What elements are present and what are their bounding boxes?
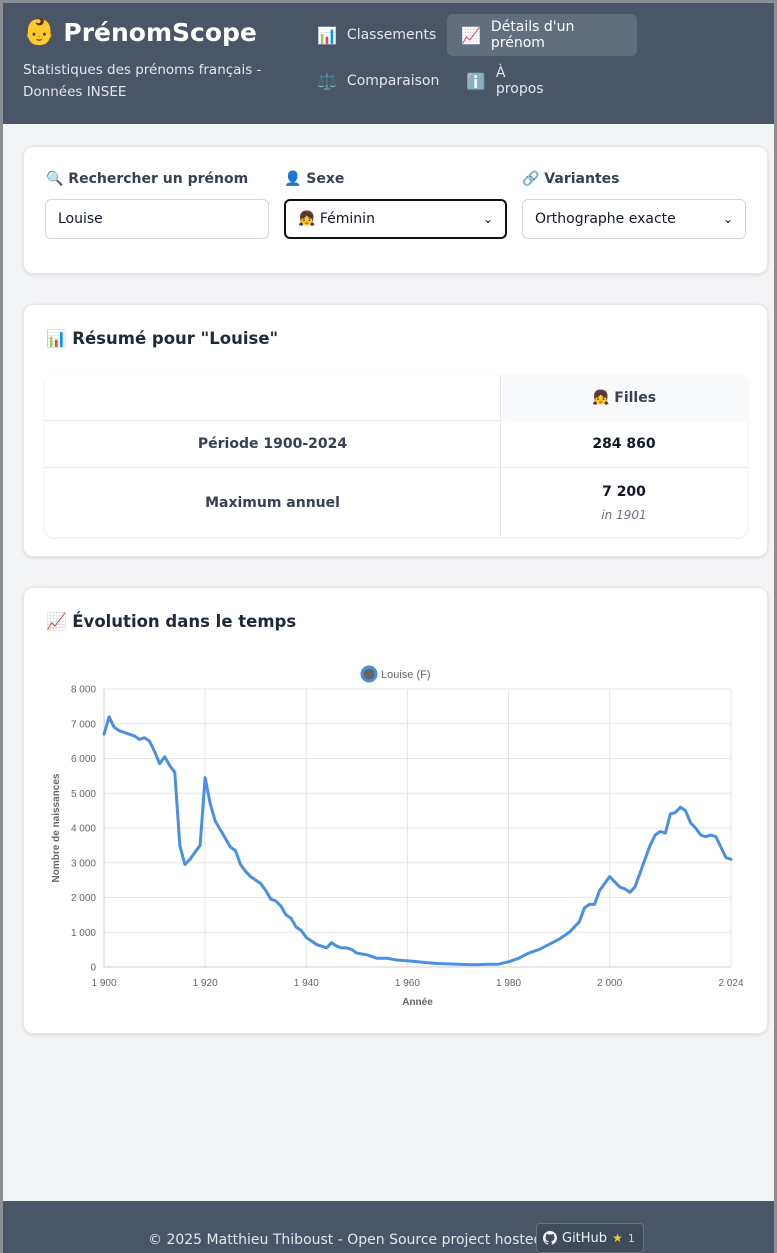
x-tick-label: 1 940 <box>294 978 319 989</box>
app-title: PrénomScope <box>63 17 257 47</box>
max-annual-value: 7 200 <box>602 483 646 500</box>
y-tick-label: 5 000 <box>71 789 96 800</box>
summary-table-header: 👧 Filles <box>45 375 747 421</box>
github-button[interactable]: GitHub ★ 1 <box>536 1223 644 1253</box>
y-tick-label: 2 000 <box>71 893 96 904</box>
row-label: Période 1900-2024 <box>197 436 348 452</box>
scales-icon: ⚖️ <box>317 71 337 91</box>
chart-title: 📈 Évolution dans le temps <box>46 612 297 631</box>
nav-rankings-label: Classements <box>346 27 437 43</box>
app-header: 👶 PrénomScope Statistiques des prénoms f… <box>3 3 774 124</box>
nav-comparison-label: Comparaison <box>346 73 440 89</box>
max-annual-year: in 1901 <box>601 507 647 522</box>
y-tick-label: 7 000 <box>71 719 96 730</box>
trend-chart-icon: 📈 <box>461 25 481 45</box>
summary-title: 📊 Résumé pour "Louise" <box>46 329 279 348</box>
y-tick-label: 1 000 <box>71 928 96 939</box>
row-label: Maximum annuel <box>205 494 340 511</box>
baby-icon: 👶 <box>23 17 56 47</box>
brand[interactable]: 👶 PrénomScope <box>23 17 257 47</box>
nav-name-details-label: Détails d'un prénom <box>490 19 575 51</box>
column-girls-header: 👧 Filles <box>500 375 747 421</box>
evolution-chart: 0 1 000 2 000 3 000 4 000 5 000 6 000 7 000 8 00… <box>51 665 744 1008</box>
series-line <box>102 715 733 967</box>
x-tick-label: 1 920 <box>193 978 218 989</box>
legend-label: Louise (F) <box>381 669 431 681</box>
sex-select-value: 👧 Féminin <box>298 211 375 227</box>
row-value: 7 200 in 1901 <box>500 468 747 537</box>
y-axis-title: Nombre de naissances <box>51 773 62 882</box>
nav-comparison[interactable]: ⚖️ Comparaison <box>303 60 443 102</box>
x-tick-label: 2 024 <box>718 978 743 989</box>
x-tick-label: 1 960 <box>395 978 420 989</box>
x-tick-label: 2 000 <box>597 978 622 989</box>
star-icon: ★ <box>612 1231 623 1245</box>
github-star-count: 1 <box>627 1231 635 1245</box>
nav-rankings[interactable]: 📊 Classements <box>303 14 438 56</box>
legend-marker <box>360 665 378 683</box>
y-tick-label: 8 000 <box>71 685 96 696</box>
x-tick-label: 1 900 <box>91 978 116 989</box>
nav-about-label: À propos <box>495 65 544 97</box>
x-axis-title: Année <box>402 997 433 1008</box>
chevron-down-icon: ⌄ <box>482 212 493 226</box>
nav-name-details[interactable]: 📈 Détails d'un prénom <box>447 14 637 56</box>
sex-select[interactable]: 👧 Féminin ⌄ <box>284 199 507 239</box>
table-row: Période 1900-2024 284 860 <box>45 421 747 468</box>
variants-select[interactable]: Orthographe exacte ⌄ <box>522 199 746 239</box>
app-tagline: Statistiques des prénoms français - Donn… <box>23 62 262 100</box>
app-footer: © 2025 Matthieu Thiboust - Open Source p… <box>3 1201 774 1253</box>
x-tick-label: 1 980 <box>496 978 521 989</box>
github-icon <box>543 1231 557 1245</box>
summary-table: 👧 Filles Période 1900-2024 284 860 Maxim… <box>45 375 747 537</box>
sex-label: 👤 Sexe <box>284 171 345 187</box>
name-search-input[interactable]: Louise <box>45 199 269 239</box>
y-tick-label: 4 000 <box>71 824 96 835</box>
search-card: 🔍 Rechercher un prénom Louise 👤 Sexe 👧 F… <box>23 146 768 274</box>
total-births-value: 284 860 <box>592 436 656 452</box>
evolution-card: 📈 Évolution dans le temps 0 1 000 2 000 3 0… <box>23 587 768 1034</box>
search-name-label: 🔍 Rechercher un prénom <box>46 171 249 187</box>
row-value: 284 860 <box>500 421 747 467</box>
bar-chart-icon: 📊 <box>317 25 337 45</box>
table-row: Maximum annuel 7 200 in 1901 <box>45 468 747 537</box>
summary-card: 📊 Résumé pour "Louise" 👧 Filles Période … <box>23 304 768 557</box>
github-label: GitHub <box>562 1230 608 1246</box>
nav-about[interactable]: ℹ️ À propos <box>452 60 562 102</box>
variants-label: 🔗 Variantes <box>522 171 620 187</box>
y-tick-label: 3 000 <box>71 858 96 869</box>
y-tick-label: 6 000 <box>71 754 96 765</box>
y-tick-label: 0 <box>90 963 96 974</box>
info-icon: ℹ️ <box>466 71 486 91</box>
chevron-down-icon: ⌄ <box>722 212 733 226</box>
variants-select-value: Orthographe exacte <box>535 211 676 227</box>
footer-text: © 2025 Matthieu Thiboust - Open Source p… <box>148 1232 565 1248</box>
